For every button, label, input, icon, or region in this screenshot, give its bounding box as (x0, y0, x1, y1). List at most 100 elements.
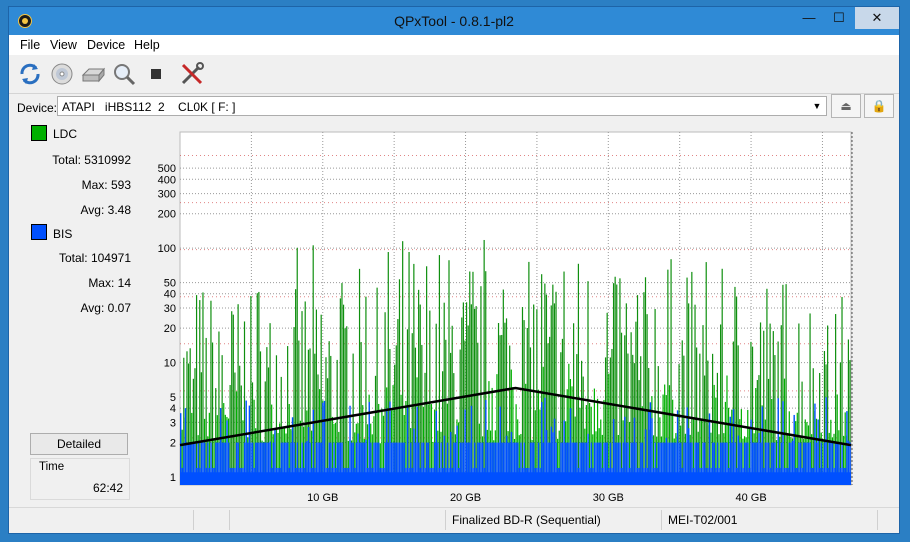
bis-bar (694, 442, 696, 485)
bis-bar (755, 442, 757, 485)
close-button[interactable]: ✕ (855, 7, 899, 29)
tools-icon[interactable] (179, 61, 205, 87)
bis-bar (507, 442, 509, 485)
bis-bar (413, 428, 415, 485)
stop-icon[interactable] (143, 61, 169, 87)
bis-bar (496, 442, 498, 485)
bis-bar (318, 442, 321, 485)
ldc-bar (672, 399, 674, 485)
ldc-bar (259, 351, 262, 485)
bis-bar (660, 442, 663, 485)
ldc-bar (510, 369, 512, 485)
menu-device[interactable]: Device (87, 38, 126, 52)
chevron-down-icon[interactable]: ▼ (812, 101, 822, 111)
bis-bar (400, 442, 402, 485)
x-tick-label: 30 GB (593, 492, 624, 501)
ldc-bar (542, 366, 544, 485)
ldc-bar (735, 296, 738, 485)
ldc-bar (734, 286, 736, 485)
bis-bar (362, 442, 364, 485)
bis-bar (243, 442, 246, 485)
ldc-bar (488, 381, 490, 485)
y-left-tick-label: 500 (158, 163, 176, 175)
bis-bar (402, 442, 404, 485)
ldc-bar (387, 252, 389, 485)
detailed-button[interactable]: Detailed (30, 433, 128, 455)
ldc-bar (549, 336, 551, 485)
bis-bar (798, 442, 800, 485)
ldc-bar (202, 292, 204, 485)
bis-bar (799, 442, 802, 485)
ldc-bar (627, 353, 629, 485)
menu-help[interactable]: Help (134, 38, 160, 52)
disc-scan-icon[interactable] (49, 61, 75, 87)
bis-bar (397, 442, 399, 485)
ldc-bar (473, 308, 476, 485)
bis-bar (370, 442, 372, 485)
ldc-bar (354, 432, 356, 485)
ldc-bar (702, 325, 704, 485)
ldc-bar (678, 364, 680, 485)
bis-bar (200, 442, 203, 485)
bis-bar (210, 442, 212, 485)
ldc-bar (304, 301, 306, 485)
bis-bar (191, 442, 193, 485)
ldc-bar (694, 304, 696, 485)
bis-bar (555, 442, 557, 485)
eject-button[interactable]: ⏏ (831, 94, 861, 118)
y-left-tick-label: 1 (170, 472, 176, 484)
bis-label: BIS (53, 227, 73, 241)
bis-bar (426, 442, 428, 485)
maximize-button[interactable]: ☐ (833, 10, 845, 25)
bis-bar (678, 442, 680, 485)
bis-bar (635, 442, 637, 485)
y-left-tick-label: 100 (158, 243, 176, 255)
bis-bar (437, 442, 439, 485)
ldc-bar (785, 284, 787, 485)
bis-bar (550, 426, 553, 485)
bis-bar (604, 442, 607, 485)
bis-bar (835, 442, 837, 485)
ldc-bar (311, 430, 313, 485)
bis-bar (459, 442, 461, 485)
ldc-bar (443, 302, 445, 485)
ldc-bar (742, 438, 744, 485)
ldc-bar (588, 402, 591, 485)
ldc-bar (819, 372, 821, 485)
ldc-bar (557, 438, 559, 485)
ldc-bar (593, 388, 595, 485)
minimize-button[interactable]: — (802, 10, 816, 25)
ldc-bar (258, 291, 260, 485)
refresh-icon[interactable] (17, 61, 43, 87)
ldc-bar (309, 348, 311, 485)
lock-button[interactable]: 🔒 (864, 94, 894, 118)
menu-file[interactable]: File (20, 38, 41, 52)
bis-bar (259, 442, 262, 485)
ldc-bar (609, 357, 611, 485)
status-media-id: MEI-T02/001 (661, 510, 877, 530)
bis-bar (499, 406, 501, 485)
ldc-bar (504, 322, 506, 485)
bis-bar (708, 413, 711, 485)
ldc-bar (307, 349, 310, 485)
ldc-bar (208, 412, 210, 485)
bis-bar (670, 442, 672, 485)
bis-color-swatch (31, 224, 47, 240)
bis-bar (387, 442, 390, 485)
ldc-bar (271, 404, 273, 485)
ldc-bar (664, 384, 666, 485)
bis-bar (606, 442, 608, 485)
ldc-bar (632, 354, 634, 485)
bis-bar (180, 413, 182, 485)
ldc-bar (847, 339, 850, 485)
menu-view[interactable]: View (50, 38, 77, 52)
device-select[interactable]: ATAPI iHBS112 2 CL0K [ F: ] ▼ (57, 96, 827, 116)
drive-icon[interactable] (80, 61, 106, 87)
ldc-bar (625, 303, 627, 485)
bis-bar (582, 442, 584, 485)
bis-bar (263, 442, 265, 485)
ldc-bar (326, 378, 329, 485)
magnifier-icon[interactable] (111, 61, 137, 87)
bis-bar (392, 442, 394, 485)
ldc-bar (769, 323, 771, 485)
